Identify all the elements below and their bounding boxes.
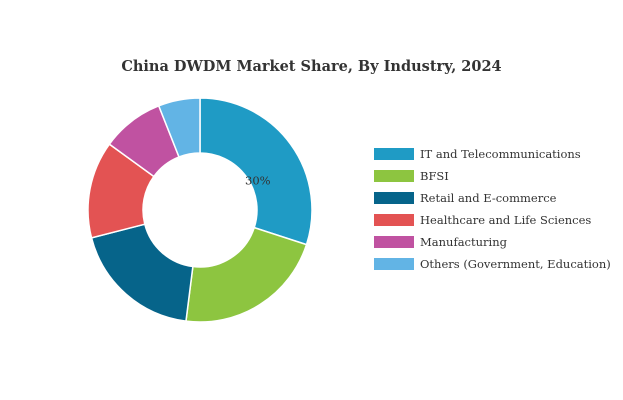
slice-label-it-and-telecommunications: 30% bbox=[245, 173, 271, 187]
chart-legend: IT and Telecommunications BFSI Retail and … bbox=[374, 143, 611, 275]
legend-label: BFSI bbox=[420, 169, 449, 183]
donut-slice-it-and-telecommunications[interactable] bbox=[199, 97, 313, 246]
legend-item-bfsi[interactable]: BFSI bbox=[374, 165, 611, 187]
donut-slice-retail-and-e-commerce[interactable] bbox=[90, 223, 194, 322]
donut-slices bbox=[87, 97, 313, 323]
legend-item-retail-and-e-commerce[interactable]: Retail and E-commerce bbox=[374, 187, 611, 209]
donut-slice-others-government-education[interactable] bbox=[157, 97, 201, 158]
legend-swatch bbox=[374, 148, 414, 160]
chart-title: China DWDM Market Share, By Industry, 20… bbox=[121, 58, 502, 75]
legend-item-manufacturing[interactable]: Manufacturing bbox=[374, 231, 611, 253]
legend-label: Others (Government, Education) bbox=[420, 257, 611, 271]
legend-label: IT and Telecommunications bbox=[420, 147, 581, 161]
legend-item-it-and-telecommunications[interactable]: IT and Telecommunications bbox=[374, 143, 611, 165]
legend-label: Retail and E-commerce bbox=[420, 191, 557, 205]
legend-swatch bbox=[374, 236, 414, 248]
legend-item-others-government-education[interactable]: Others (Government, Education) bbox=[374, 253, 611, 275]
legend-swatch bbox=[374, 170, 414, 182]
donut-slice-bfsi[interactable] bbox=[185, 226, 308, 323]
legend-label: Manufacturing bbox=[420, 235, 507, 249]
legend-swatch bbox=[374, 192, 414, 204]
legend-item-healthcare-and-life-sciences[interactable]: Healthcare and Life Sciences bbox=[374, 209, 611, 231]
donut-slice-labels: 30% bbox=[245, 173, 271, 187]
legend-swatch bbox=[374, 258, 414, 270]
legend-label: Healthcare and Life Sciences bbox=[420, 213, 592, 227]
legend-swatch bbox=[374, 214, 414, 226]
